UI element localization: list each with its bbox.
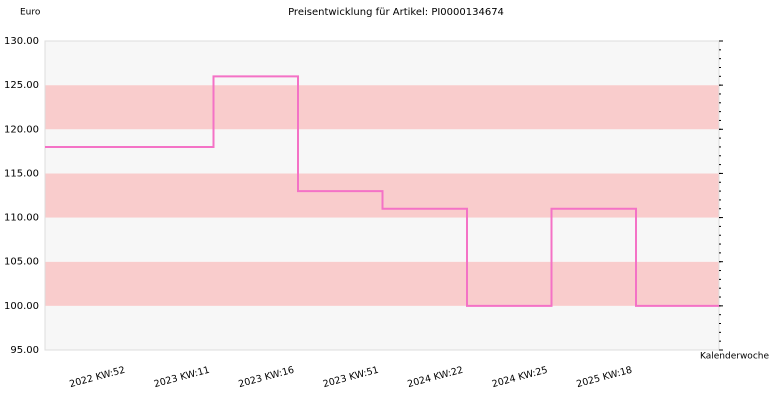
x-tick-label: 2022 KW:52 [68,365,126,390]
y-tick-label: 125.00 [4,80,39,91]
band [45,305,719,350]
chart-title: Preisentwicklung für Artikel: PI00001346… [288,7,504,18]
x-tick-label: 2025 KW:18 [575,365,633,390]
x-tick-label: 2023 KW:51 [322,365,380,390]
y-tick-label: 110.00 [4,213,39,224]
band [45,261,719,306]
x-tick-label: 2024 KW:25 [491,365,549,390]
y-axis-label: Euro [20,8,41,18]
price-line [45,75,719,307]
x-tick-label: 2023 KW:11 [153,365,211,390]
y-tick-label: 115.00 [4,168,39,179]
x-tick-label: 2024 KW:22 [406,365,464,390]
band [45,85,719,130]
y-tick-label: 120.00 [4,124,39,135]
y-tick-label: 130.00 [4,36,39,47]
y-tick-label: 95.00 [10,345,39,356]
x-axis-label: Kalenderwoche [700,352,769,362]
y-tick-label: 100.00 [4,301,39,312]
y-tick-label: 105.00 [4,257,39,268]
band [45,41,719,86]
band [45,217,719,262]
plot-border [44,40,720,351]
x-tick-label: 2023 KW:16 [237,365,295,390]
band [45,129,719,174]
